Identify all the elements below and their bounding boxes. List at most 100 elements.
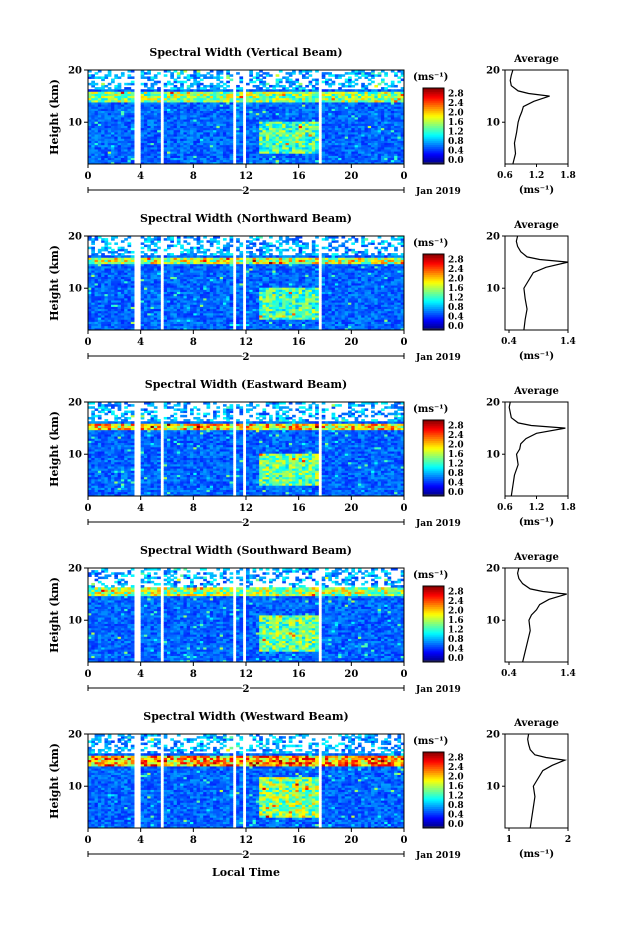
- heatmap-cell: [167, 245, 171, 248]
- heatmap-cell: [315, 79, 319, 82]
- heatmap-cell: [91, 247, 95, 250]
- heatmap-cell: [180, 245, 184, 248]
- heatmap-cell: [355, 79, 359, 82]
- heatmap-cell: [187, 249, 191, 252]
- heatmap-cell: [200, 245, 204, 248]
- heatmap-cell: [262, 81, 266, 84]
- heatmap-cell: [128, 242, 132, 245]
- heatmap-cell: [101, 76, 105, 79]
- heatmap-cell: [154, 74, 158, 77]
- heatmap-cell: [121, 72, 125, 75]
- heatmap-cell: [91, 238, 95, 241]
- heatmap-cell: [239, 87, 243, 90]
- heatmap-cell: [118, 83, 122, 86]
- heatmap-cell: [210, 74, 214, 77]
- colorbar-tick-label: 1.2: [448, 127, 464, 137]
- heatmap-cell: [262, 72, 266, 75]
- heatmap-cell: [269, 85, 273, 88]
- heatmap-cell: [128, 87, 132, 90]
- heatmap-cell: [203, 74, 207, 77]
- heatmap-cell: [220, 85, 224, 88]
- heatmap-cell: [164, 83, 168, 86]
- heatmap-cell: [292, 87, 296, 90]
- heatmap-cell: [259, 79, 263, 82]
- heatmap-cell: [332, 74, 336, 77]
- heatmap-cell: [187, 242, 191, 245]
- heatmap-cell: [157, 255, 161, 258]
- heatmap-cell: [394, 85, 398, 88]
- heatmap-cell: [190, 83, 194, 86]
- heatmap-cell: [131, 81, 135, 84]
- heatmap-cell: [167, 89, 171, 92]
- heatmap-cell: [118, 247, 122, 250]
- heatmap-cell: [203, 85, 207, 88]
- heatmap-cell: [183, 240, 187, 243]
- heatmap-cell: [144, 253, 148, 256]
- heatmap-cell: [164, 74, 168, 77]
- heatmap-cell: [309, 74, 313, 77]
- heatmap-cell: [368, 89, 372, 92]
- x-tick-label: 8: [190, 171, 197, 182]
- heatmap-cell: [345, 72, 349, 75]
- heatmap-cell: [197, 247, 201, 250]
- heatmap-cell: [322, 81, 326, 84]
- heatmap-cell: [111, 249, 115, 252]
- heatmap-cell: [91, 89, 95, 92]
- heatmap-cell: [207, 249, 211, 252]
- average-title: Average: [513, 54, 559, 65]
- heatmap-cell: [157, 81, 161, 84]
- heatmap-cell: [104, 74, 108, 77]
- heatmap-cell: [193, 247, 197, 250]
- heatmap-cell: [147, 87, 151, 90]
- heatmap-cell: [325, 72, 329, 75]
- heatmap-cell: [378, 83, 382, 86]
- panel-title: Spectral Width (Vertical Beam): [149, 46, 342, 59]
- x-tick-label: 16: [292, 171, 306, 182]
- heatmap-cell: [361, 83, 365, 86]
- heatmap-cell: [200, 240, 204, 243]
- heatmap-cell: [164, 238, 168, 241]
- heatmap-cell: [220, 76, 224, 79]
- heatmap-cell: [187, 85, 191, 88]
- heatmap-cell: [114, 255, 118, 258]
- heatmap-cell: [177, 81, 181, 84]
- heatmap-cell: [230, 74, 234, 77]
- heatmap-cell: [236, 85, 240, 88]
- heatmap-cell: [121, 240, 125, 243]
- heatmap-cell: [147, 76, 151, 79]
- heatmap-cell: [111, 89, 115, 92]
- heatmap-cell: [200, 251, 204, 254]
- heatmap-cell: [249, 89, 253, 92]
- heatmap-cell: [276, 74, 280, 77]
- heatmap-cell: [151, 76, 155, 79]
- heatmap-cell: [325, 89, 329, 92]
- heatmap-cell: [282, 76, 286, 79]
- heatmap-cell: [286, 72, 290, 75]
- heatmap-cell: [207, 85, 211, 88]
- panel-1: Spectral Width (Vertical Beam)Height (km…: [48, 46, 576, 197]
- heatmap-cell: [197, 255, 201, 258]
- heatmap-cell: [197, 81, 201, 84]
- heatmap-cell: [193, 253, 197, 256]
- heatmap-cell: [351, 81, 355, 84]
- heatmap-cell: [154, 249, 158, 252]
- heatmap-cell: [328, 89, 332, 92]
- heatmap-cell: [141, 89, 145, 92]
- heatmap-cell: [299, 83, 303, 86]
- heatmap-cell: [384, 87, 388, 90]
- heatmap-cell: [147, 255, 151, 258]
- heatmap-cell: [351, 85, 355, 88]
- heatmap-cell: [95, 83, 99, 86]
- heatmap-cell: [302, 87, 306, 90]
- heatmap-cell: [180, 81, 184, 84]
- heatmap-cell: [183, 76, 187, 79]
- heatmap-cell: [154, 242, 158, 245]
- heatmap-cell: [266, 87, 270, 90]
- heatmap-cell: [279, 89, 283, 92]
- heatmap-cell: [266, 72, 270, 75]
- heatmap-cell: [114, 85, 118, 88]
- x-tick-label: 0: [401, 171, 408, 182]
- heatmap-cell: [177, 255, 181, 258]
- heatmap-cell: [262, 89, 266, 92]
- heatmap-cell: [226, 81, 230, 84]
